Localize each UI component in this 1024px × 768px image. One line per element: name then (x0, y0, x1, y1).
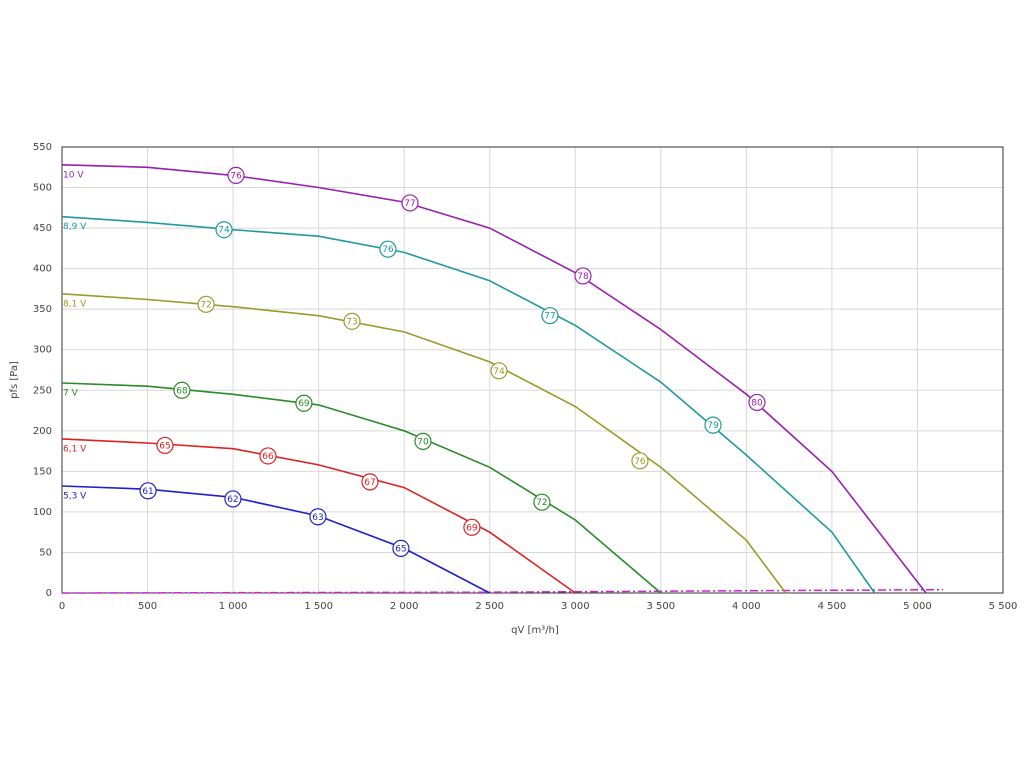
x-tick-label: 0 (59, 601, 65, 612)
y-tick-label: 350 (33, 304, 52, 315)
y-tick-label: 100 (33, 507, 52, 518)
operating-point (414, 432, 432, 450)
point-label: 79 (707, 421, 719, 431)
y-tick-label: 200 (33, 426, 52, 437)
series-label: 10 V (63, 170, 84, 180)
point-label: 74 (493, 367, 505, 377)
operating-point (490, 362, 508, 380)
point-label: 69 (466, 523, 478, 533)
y-tick-label: 500 (33, 183, 52, 194)
operating-point (259, 447, 277, 465)
point-label: 77 (404, 199, 415, 209)
operating-point (379, 240, 397, 258)
series-line (61, 382, 662, 594)
operating-point (463, 518, 481, 536)
operating-point (574, 267, 592, 285)
point-label: 74 (218, 226, 230, 236)
y-tick-label: 250 (33, 385, 52, 396)
operating-point (748, 393, 766, 412)
system-curve (61, 589, 944, 594)
point-label: 69 (298, 399, 310, 409)
operating-point (361, 473, 379, 491)
operating-point (401, 194, 419, 212)
x-tick-label: 1 000 (219, 601, 248, 612)
point-label: 66 (262, 452, 274, 462)
operating-point (392, 539, 410, 558)
point-label: 78 (577, 272, 589, 282)
y-tick-label: 400 (33, 264, 52, 275)
x-axis-label: qV [m³/h] (511, 625, 559, 636)
series-label: 7 V (63, 388, 79, 398)
operating-point (704, 416, 722, 434)
point-label: 73 (346, 317, 357, 327)
point-label: 67 (364, 478, 375, 488)
x-tick-label: 3 500 (646, 601, 675, 612)
operating-point (309, 508, 327, 526)
operating-point (224, 490, 242, 508)
operating-point (197, 295, 215, 313)
x-tick-label: 5 500 (989, 601, 1018, 612)
operating-point (295, 394, 313, 412)
plot-border (61, 146, 1004, 594)
point-label: 72 (200, 300, 211, 310)
point-label: 63 (312, 513, 323, 523)
point-label: 77 (544, 312, 555, 322)
series-label: 6,1 V (63, 444, 87, 454)
x-tick-label: 500 (138, 601, 157, 612)
series-line (61, 164, 927, 594)
operating-point (139, 482, 157, 500)
operating-point (631, 452, 649, 470)
series-line (61, 293, 787, 594)
point-label: 80 (751, 398, 763, 408)
series-line (61, 485, 491, 594)
y-tick-label: 300 (33, 345, 52, 356)
operating-point (343, 312, 361, 330)
operating-point (156, 436, 174, 455)
operating-point (541, 307, 559, 325)
x-tick-label: 4 500 (818, 601, 847, 612)
operating-point (173, 381, 191, 399)
operating-point (215, 221, 233, 239)
x-tick-label: 2 500 (475, 601, 504, 612)
x-tick-label: 3 000 (561, 601, 590, 612)
x-tick-label: 2 000 (390, 601, 419, 612)
point-label: 65 (159, 441, 170, 451)
point-label: 76 (230, 171, 242, 181)
x-tick-label: 5 000 (903, 601, 932, 612)
operating-point (533, 493, 551, 511)
point-label: 61 (142, 487, 153, 497)
point-label: 62 (227, 495, 238, 505)
series-label: 8,1 V (63, 299, 87, 309)
point-label: 70 (417, 437, 429, 447)
point-label: 65 (395, 544, 406, 554)
y-tick-label: 150 (33, 466, 52, 477)
y-tick-label: 450 (33, 223, 52, 234)
point-label: 76 (382, 245, 394, 255)
y-tick-label: 50 (39, 547, 52, 558)
point-label: 76 (634, 457, 646, 467)
y-tick-label: 550 (33, 142, 52, 153)
x-tick-label: 4 000 (732, 601, 761, 612)
x-tick-label: 1 500 (304, 601, 333, 612)
y-tick-label: 0 (46, 588, 52, 599)
series-line (61, 215, 876, 594)
series-label: 5,3 V (63, 491, 87, 501)
point-label: 72 (536, 498, 547, 508)
point-label: 68 (176, 386, 188, 396)
series-label: 8,9 V (63, 222, 87, 232)
operating-point (227, 166, 245, 184)
series-line (61, 438, 576, 594)
y-axis-label: pfs [Pa] (9, 361, 20, 399)
